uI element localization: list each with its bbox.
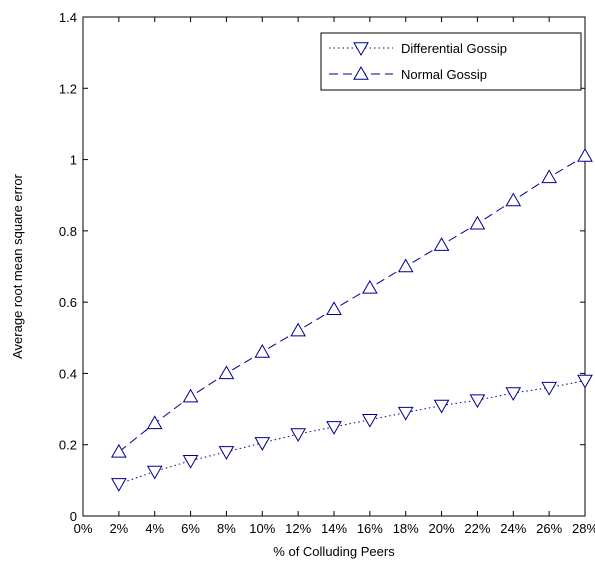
series-differential-gossip [110, 374, 593, 492]
x-tick-label: 16% [357, 521, 383, 536]
series-differential-gossip-point [182, 455, 199, 469]
x-tick-label: 10% [249, 521, 275, 536]
legend-entry-normal-gossip-marker [353, 65, 369, 80]
series-differential-gossip-point [397, 406, 414, 421]
x-tick-label: 14% [321, 521, 347, 536]
y-tick-label: 0.2 [59, 438, 77, 453]
series-differential-gossip-point [146, 465, 163, 480]
series-differential-gossip-point [433, 399, 450, 414]
legend-entry-differential-gossip-label: Differential Gossip [401, 41, 507, 56]
series-normal-gossip-point [326, 301, 342, 316]
series-normal-gossip-point [433, 237, 450, 251]
y-tick-label: 0.8 [59, 224, 77, 239]
x-tick-label: 0% [74, 521, 93, 536]
y-tick-label: 0 [70, 509, 77, 524]
series-normal-gossip-point [577, 147, 593, 162]
series-differential-gossip-point [326, 421, 342, 435]
legend-entry-normal-gossip: Normal Gossip [329, 65, 487, 82]
x-tick-label: 12% [285, 521, 311, 536]
series-normal-gossip-point [397, 258, 414, 273]
x-tick-label: 18% [393, 521, 419, 536]
legend: Differential Gossip Normal Gossip [320, 32, 582, 91]
x-tick-label: 6% [181, 521, 200, 536]
series-differential-gossip-point [469, 394, 486, 409]
y-tick-label: 1.4 [59, 10, 77, 25]
x-tick-label: 20% [429, 521, 455, 536]
series-differential-gossip-point [541, 381, 558, 396]
series-differential-gossip-point [505, 387, 522, 402]
series-normal-gossip-point [254, 344, 271, 358]
series-differential-gossip-point [290, 428, 307, 443]
x-tick-label: 24% [500, 521, 526, 536]
x-axis-label: % of Colluding Peers [273, 544, 395, 559]
series-normal-gossip-point [361, 279, 378, 294]
x-axis-ticks: 0% 2% 4% 6% 8% 10% 12% 14% 16% 18% 20% 22% 24% 26% 28% [74, 17, 595, 536]
series-differential-gossip-line [118, 380, 586, 485]
x-tick-label: 4% [145, 521, 164, 536]
series-normal-gossip-point [182, 388, 199, 403]
x-tick-label: 26% [536, 521, 562, 536]
y-tick-label: 0.4 [59, 366, 77, 381]
series-differential-gossip-point [577, 374, 593, 389]
series-normal-gossip-point [146, 415, 163, 430]
series-normal-gossip-point [110, 443, 127, 458]
series-normal-gossip [110, 147, 593, 458]
y-axis-label: Average root mean square error [10, 173, 25, 358]
series-differential-gossip-point [110, 478, 127, 492]
series-normal-gossip-point [469, 215, 486, 230]
series-layer [110, 147, 593, 492]
y-tick-label: 1.2 [59, 81, 77, 96]
legend-entry-normal-gossip-label: Normal Gossip [401, 67, 487, 82]
series-normal-gossip-point [505, 192, 522, 207]
x-tick-label: 8% [217, 521, 236, 536]
y-tick-label: 1 [70, 153, 77, 168]
series-normal-gossip-point [218, 365, 235, 380]
series-differential-gossip-point [218, 446, 235, 460]
x-tick-label: 28% [572, 521, 595, 536]
x-tick-label: 2% [109, 521, 128, 536]
legend-entry-differential-gossip: Differential Gossip [329, 41, 507, 57]
x-tick-label: 22% [464, 521, 490, 536]
series-differential-gossip-point [254, 437, 271, 451]
series-differential-gossip-point [361, 414, 378, 428]
series-normal-gossip-point [541, 169, 558, 184]
series-normal-gossip-point [290, 322, 307, 337]
legend-entry-differential-gossip-marker [353, 42, 369, 57]
y-tick-label: 0.6 [59, 295, 77, 310]
